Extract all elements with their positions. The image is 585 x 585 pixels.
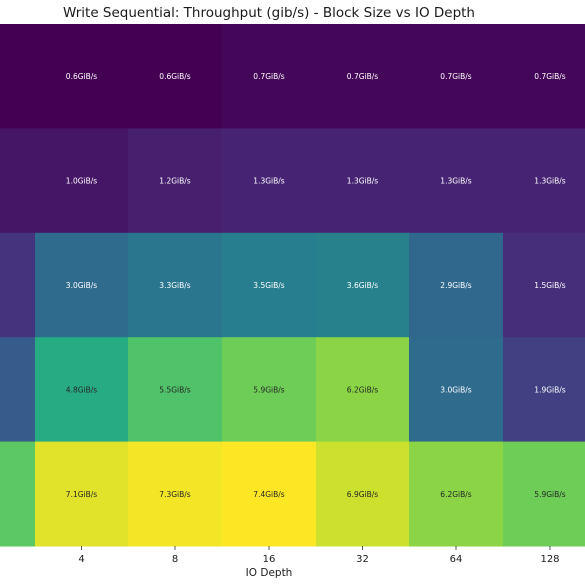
heatmap-cell-r3-c3 (222, 337, 316, 443)
heatmap-cell-r3-c4 (316, 337, 409, 443)
cell-value-label-r2-c3: 3.5GiB/s (253, 281, 284, 290)
heatmap-cell-r3-c1 (35, 337, 128, 443)
heatmap-cell-r0-c2 (128, 24, 222, 129)
x-tick-label-8: 8 (172, 554, 178, 565)
cell-value-label-r1-c6: 1.3GiB/s (534, 177, 565, 186)
heatmap-cell-r0-c1 (35, 24, 128, 129)
heatmap-cell-r4-c3 (222, 441, 316, 547)
x-tick-label-16: 16 (263, 554, 276, 565)
cell-value-label-r1-c4: 1.3GiB/s (347, 177, 378, 186)
x-tick-label-128: 128 (540, 554, 559, 565)
cell-value-label-r2-c5: 2.9GiB/s (440, 281, 471, 290)
cell-value-label-r2-c6: 1.5GiB/s (534, 281, 565, 290)
heatmap-cell-r4-c2 (128, 441, 222, 547)
cell-value-label-r3-c4: 6.2GiB/s (347, 385, 378, 394)
heatmap-cell-r0-c0 (0, 24, 35, 129)
cell-value-label-r4-c5: 6.2GiB/s (440, 490, 471, 499)
heatmap-cell-r3-c6 (503, 337, 585, 443)
cell-value-label-r2-c1: 3.0GiB/s (66, 281, 97, 290)
cell-value-label-r1-c1: 1.0GiB/s (66, 177, 97, 186)
heatmap-cell-r2-c1 (35, 232, 128, 338)
heatmap-cell-r4-c5 (409, 441, 503, 547)
heatmap-plot: /s0.6GiB/s0.6GiB/s0.7GiB/s0.7GiB/s0.7GiB… (0, 24, 585, 565)
heatmap-cell-r4-c6 (503, 441, 585, 547)
cell-value-label-r4-c3: 7.4GiB/s (253, 490, 284, 499)
cell-value-label-r0-c5: 0.7GiB/s (440, 72, 471, 81)
heatmap-cell-r0-c3 (222, 24, 316, 129)
heatmap-cell-r0-c5 (409, 24, 503, 129)
heatmap-cell-r2-c6 (503, 232, 585, 338)
cell-value-label-r2-c2: 3.3GiB/s (159, 281, 190, 290)
heatmap-cell-r3-c2 (128, 337, 222, 443)
heatmap-cell-r3-c5 (409, 337, 503, 443)
heatmap-cell-r1-c3 (222, 128, 316, 234)
cell-value-label-r0-c3: 0.7GiB/s (253, 72, 284, 81)
cell-value-label-r1-c3: 1.3GiB/s (253, 177, 284, 186)
cell-value-label-r3-c3: 5.9GiB/s (253, 385, 284, 394)
cell-value-label-r0-c6: 0.7GiB/s (534, 72, 565, 81)
chart-title: Write Sequential: Throughput (gib/s) - B… (62, 5, 475, 21)
heatmap-cell-r1-c2 (128, 128, 222, 234)
x-axis-label: IO Depth (245, 567, 293, 579)
cell-value-label-r4-c4: 6.9GiB/s (347, 490, 378, 499)
heatmap-cell-r1-c4 (316, 128, 409, 234)
heatmap-cell-r4-c0 (0, 441, 35, 547)
heatmap-cell-r2-c2 (128, 232, 222, 338)
heatmap-cell-r2-c4 (316, 232, 409, 338)
cell-value-label-r1-c2: 1.2GiB/s (159, 177, 190, 186)
cell-value-label-r0-c1: 0.6GiB/s (66, 72, 97, 81)
heatmap-cell-r2-c0 (0, 232, 35, 338)
cell-value-label-r0-c2: 0.6GiB/s (159, 72, 190, 81)
heatmap-cell-r3-c0 (0, 337, 35, 443)
cell-value-label-r1-c5: 1.3GiB/s (440, 177, 471, 186)
cell-value-label-r3-c5: 3.0GiB/s (440, 385, 471, 394)
heatmap-cell-r2-c5 (409, 232, 503, 338)
heatmap-cell-r4-c4 (316, 441, 409, 547)
heatmap-cell-r1-c1 (35, 128, 128, 234)
heatmap-cell-r1-c0 (0, 128, 35, 234)
cell-value-label-r3-c1: 4.8GiB/s (66, 385, 97, 394)
cell-value-label-r4-c6: 5.9GiB/s (534, 490, 565, 499)
heatmap-cell-r4-c1 (35, 441, 128, 547)
heatmap-cell-r0-c6 (503, 24, 585, 129)
heatmap-cell-r1-c5 (409, 128, 503, 234)
x-tick-label-32: 32 (356, 554, 369, 565)
x-tick-label-4: 4 (78, 554, 84, 565)
cell-value-label-r0-c4: 0.7GiB/s (347, 72, 378, 81)
heatmap-cell-r2-c3 (222, 232, 316, 338)
cell-value-label-r3-c2: 5.5GiB/s (159, 385, 190, 394)
cell-value-label-r4-c2: 7.3GiB/s (159, 490, 190, 499)
heatmap-cell-r0-c4 (316, 24, 409, 129)
cell-value-label-r2-c4: 3.6GiB/s (347, 281, 378, 290)
cell-value-label-r4-c1: 7.1GiB/s (66, 490, 97, 499)
cell-value-label-r3-c6: 1.9GiB/s (534, 385, 565, 394)
x-tick-label-64: 64 (450, 554, 463, 565)
heatmap-cell-r1-c6 (503, 128, 585, 234)
